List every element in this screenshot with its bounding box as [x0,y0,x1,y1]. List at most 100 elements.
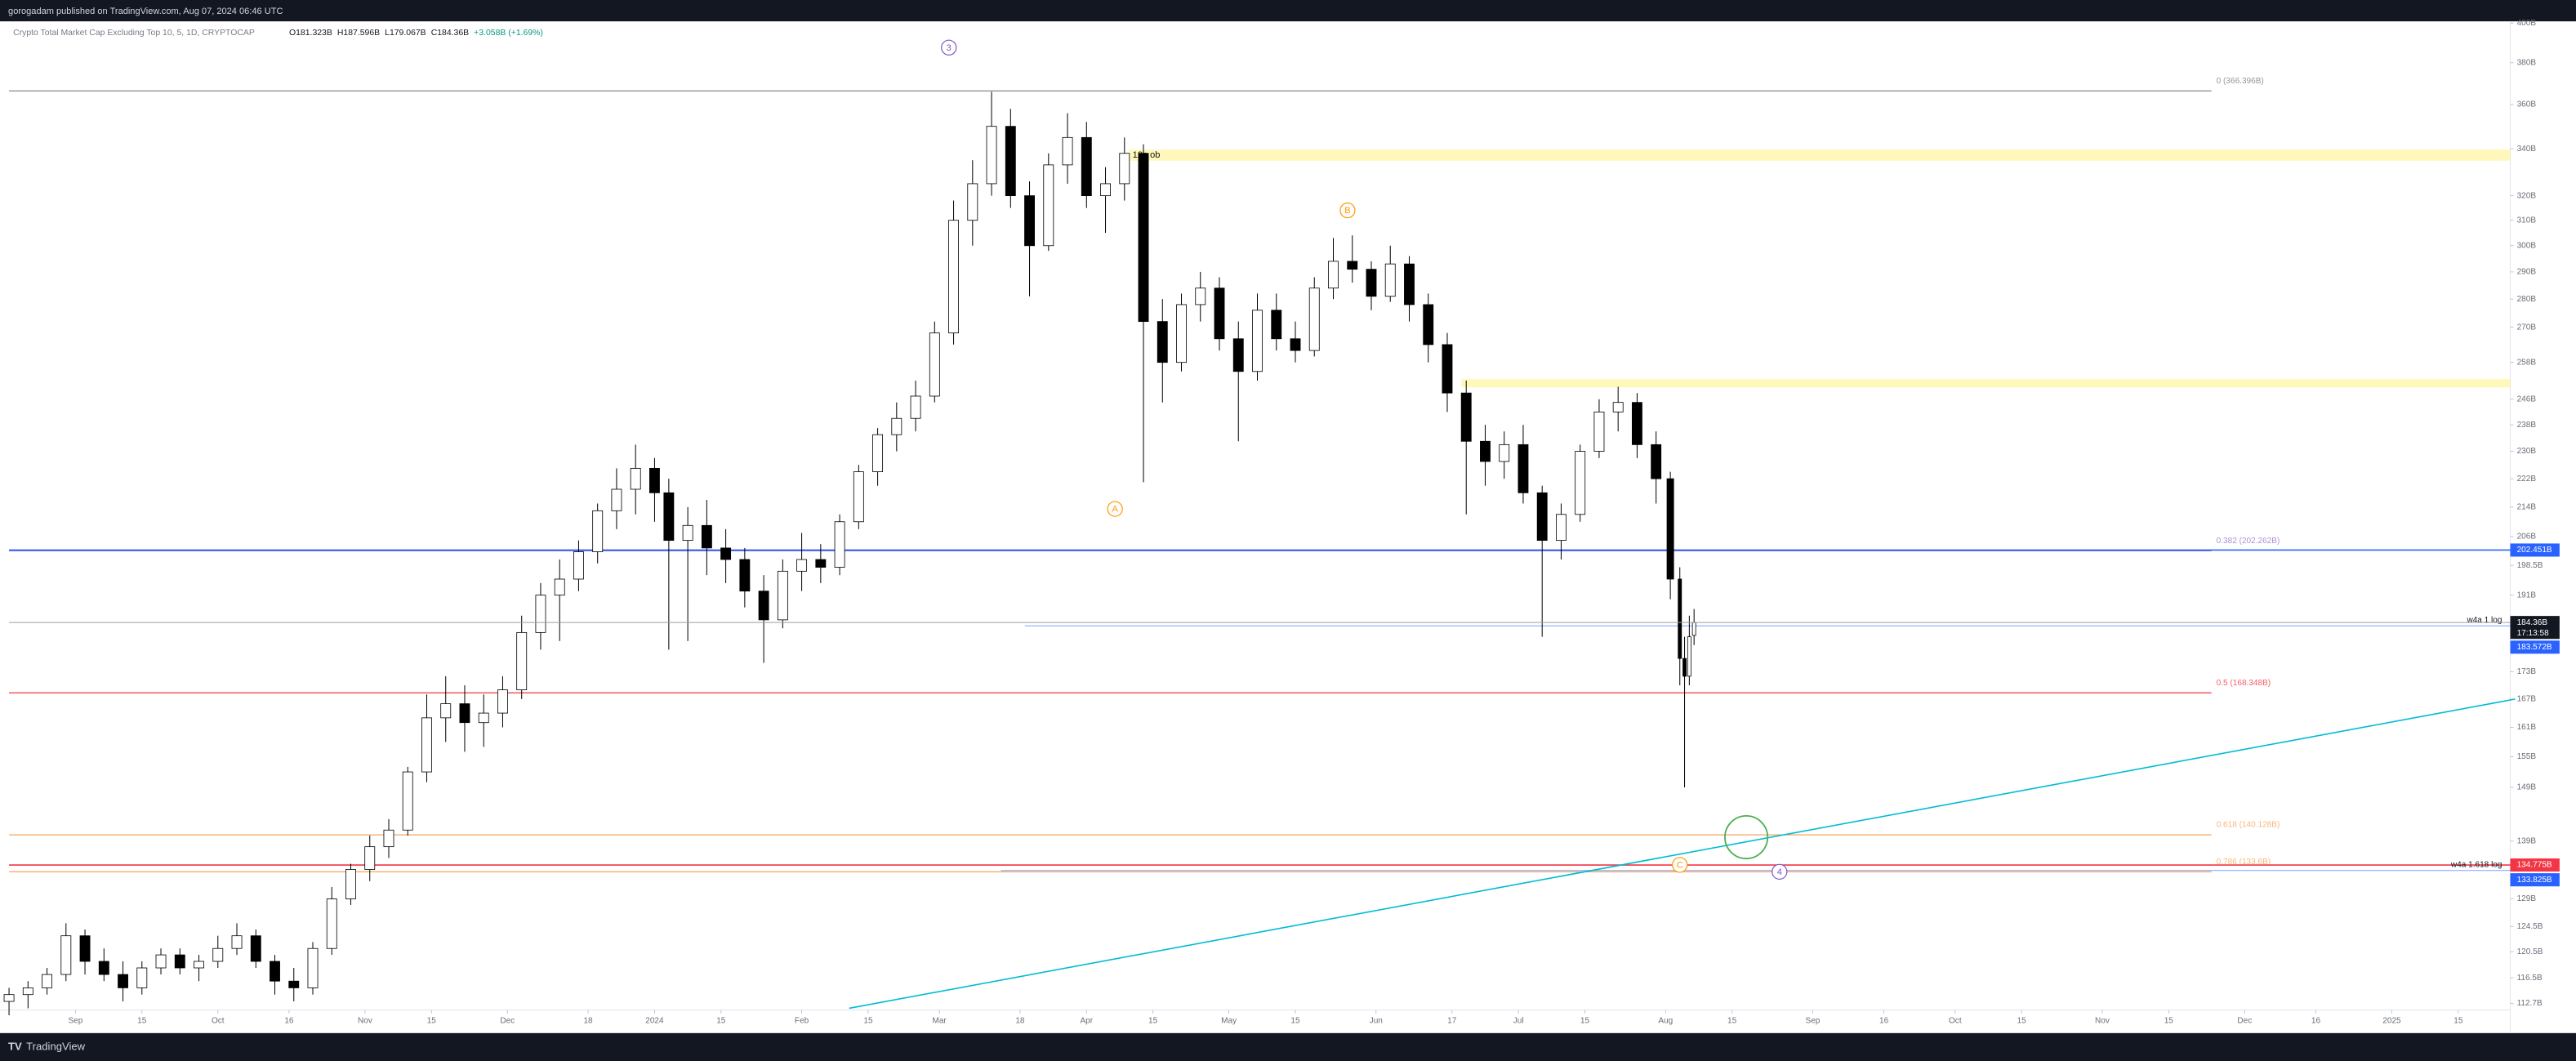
fib-label: 0 (366.396B) [2217,77,2264,86]
candle-body [1691,622,1696,636]
candle-body [516,631,528,691]
candle-body [174,954,185,969]
candle-body [1043,164,1054,247]
y-tick-label: 340B [2517,145,2537,154]
line-label: w4a 1.618 log [2450,860,2502,869]
y-tick-label: 246B [2517,395,2537,403]
price-label: 134.775B [2517,861,2552,870]
candle-body [364,846,376,870]
candle-body [1404,263,1415,305]
chart-title: Crypto Total Market Cap Excluding Top 10… [13,29,255,38]
candle-body [739,559,751,592]
price-label-box [2510,858,2560,872]
candle-body [1157,321,1168,363]
top-bar [0,0,2576,22]
candle-body [1666,478,1674,580]
candle-body [98,961,109,975]
candle-body [535,595,546,633]
candle-body [1518,444,1529,493]
y-tick-label: 116.5B [2517,974,2543,983]
x-tick-label: 2025 [2382,1016,2401,1025]
x-tick-label: 16 [2311,1016,2321,1025]
candle-body [250,935,261,962]
candle-body [630,467,641,490]
candle-body [345,869,356,899]
x-tick-label: Jul [1513,1016,1524,1025]
candle-body [1575,451,1586,515]
candle-body [777,570,788,621]
last-price-box [2510,616,2560,640]
candle-body [1347,261,1358,270]
y-tick-label: 206B [2517,533,2537,542]
x-tick-label: 15 [1148,1016,1158,1025]
candle-body [663,492,675,542]
candle-body [402,771,413,831]
legend-high: H187.596B [337,29,380,38]
candle-body [383,829,394,848]
candle-body [1384,263,1396,297]
x-tick-label: 16 [1879,1016,1889,1025]
line-label: w4a 1 log [2466,616,2502,625]
x-tick-label: Aug [1658,1016,1673,1025]
candle-body [853,471,864,523]
x-tick-label: Sep [68,1016,82,1025]
candle-body [1271,310,1282,340]
candle-body [573,551,584,580]
candle-body [1062,136,1073,166]
y-tick-label: 149B [2517,783,2537,792]
candle-body [231,935,243,949]
x-tick-label: 15 [2164,1016,2174,1025]
x-tick-label: 15 [2017,1016,2027,1025]
candle-body [1536,492,1548,542]
candle-body [1442,344,1453,394]
candle-body [834,521,845,568]
y-tick-label: 258B [2517,358,2537,367]
candle-body [1176,304,1187,363]
trendline [849,698,2516,1010]
x-tick-label: 15 [1290,1016,1300,1025]
x-tick-label: 15 [1727,1016,1737,1025]
candle-body [1100,183,1111,197]
y-tick-label: 280B [2517,295,2537,304]
x-tick-label: Nov [2095,1016,2110,1025]
price-label: 202.451B [2517,546,2552,555]
candle-body [497,689,508,714]
legend-open: O181.323B [289,29,332,38]
candle-body [948,220,960,334]
y-tick-label: 191B [2517,591,2537,600]
last-price-label: 184.36B [2517,618,2548,627]
brand-logo: TV [8,1040,22,1052]
wave-marker [1339,202,1356,219]
candle-body [459,703,470,724]
y-tick-label: 198.5B [2517,561,2543,570]
x-tick-label: 15 [427,1016,437,1025]
price-label-box [2510,543,2560,557]
price-label-box [2510,640,2560,654]
candle-body [891,417,902,435]
candle-body [986,126,997,185]
candle-body [1682,658,1687,677]
x-tick-label: 2024 [645,1016,664,1025]
wave-marker [1107,501,1123,517]
x-tick-label: Nov [358,1016,372,1025]
wave-label: A [1112,505,1118,515]
publish-info: gorogadam published on TradingView.com, … [8,7,283,16]
legend-close: C184.36B [431,29,469,38]
fib-label: 0.618 (140.128B) [2217,821,2280,830]
candle-body [796,559,808,572]
y-tick-label: 139B [2517,836,2537,845]
candle-body [1308,288,1320,351]
price-label-box [2510,873,2560,887]
candle-body [136,967,148,988]
candle-body [758,591,769,621]
y-tick-label: 238B [2517,421,2537,430]
candle-body [3,994,15,1002]
price-label: 133.825B [2517,876,2552,885]
y-tick-label: 290B [2517,268,2537,277]
candle-body [1651,444,1662,479]
candle-body [611,488,622,511]
candle-body [554,578,565,596]
y-tick-label: 167B [2517,695,2537,704]
x-tick-label: 15 [2453,1016,2463,1025]
candle-body [478,712,489,724]
